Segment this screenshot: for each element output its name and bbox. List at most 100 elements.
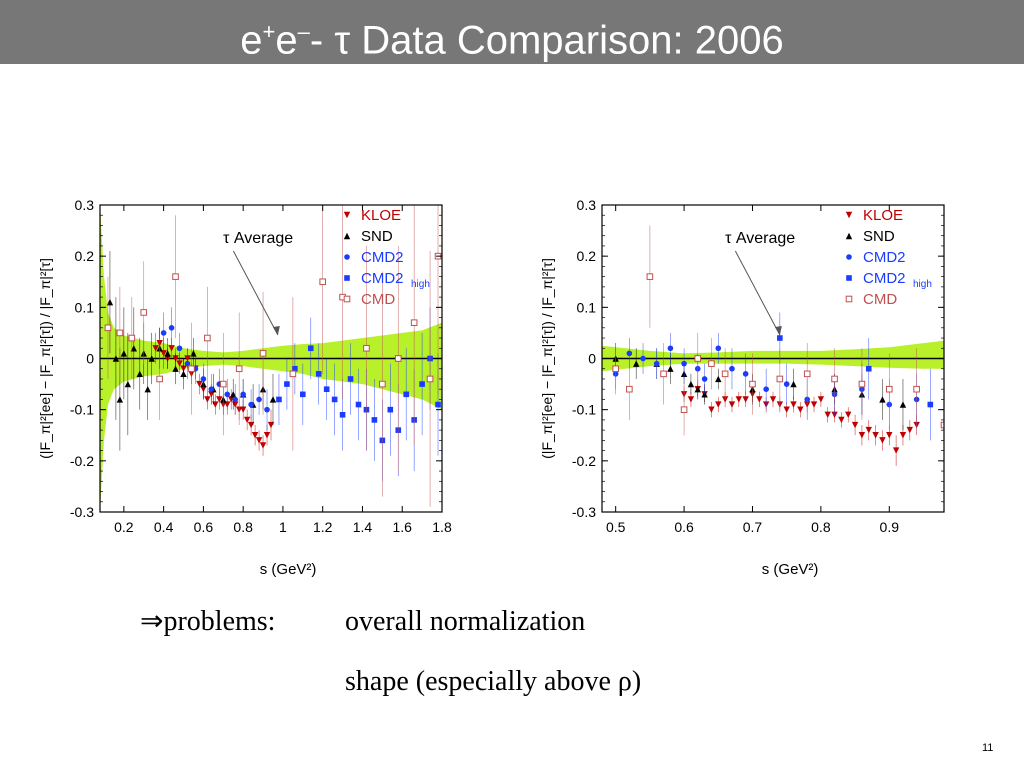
data-point xyxy=(660,370,667,378)
data-point xyxy=(289,370,297,378)
data-point xyxy=(680,406,688,413)
data-point xyxy=(371,417,378,423)
legend-subscript: high xyxy=(411,279,430,290)
data-point xyxy=(858,432,866,439)
title-bar xyxy=(0,0,1024,64)
data-point xyxy=(347,376,354,382)
y-tick-label: -0.3 xyxy=(572,504,596,520)
legend-marker xyxy=(845,295,853,303)
data-point xyxy=(168,325,175,331)
data-point xyxy=(817,396,825,403)
data-point xyxy=(845,411,852,418)
x-axis-label: s (GeV²) xyxy=(260,561,317,578)
data-point xyxy=(120,350,128,357)
data-point xyxy=(872,432,879,439)
data-point xyxy=(315,371,322,377)
data-point xyxy=(331,396,338,403)
data-point xyxy=(927,401,934,408)
data-point xyxy=(612,365,619,373)
legend-marker xyxy=(343,211,351,219)
legend-label: CMD2 xyxy=(863,249,906,266)
data-point xyxy=(899,401,907,408)
data-point xyxy=(763,386,769,392)
problems-item-normalization: overall normalization xyxy=(345,606,586,637)
data-point xyxy=(715,401,722,408)
annotation-arrow xyxy=(232,250,279,336)
data-point xyxy=(626,350,633,357)
series-kloe xyxy=(680,381,920,466)
data-point xyxy=(694,355,702,362)
data-point xyxy=(188,365,195,373)
data-point xyxy=(190,350,197,357)
data-point xyxy=(653,360,660,367)
series-cmd2 xyxy=(612,332,920,431)
data-point xyxy=(715,345,722,352)
legend-label: SND xyxy=(361,228,393,245)
data-point xyxy=(838,416,845,424)
legend-marker xyxy=(343,295,351,303)
data-point xyxy=(394,355,402,362)
data-point xyxy=(769,396,777,403)
data-point xyxy=(140,309,148,316)
data-point xyxy=(646,273,654,280)
legend-subscript: high xyxy=(913,279,932,290)
legend-label: KLOE xyxy=(361,207,401,224)
data-point xyxy=(879,396,886,403)
data-point xyxy=(410,319,418,326)
y-axis-label: (|F_π|²[ee] − |F_π|²[τ]) / |F_π|²[τ] xyxy=(539,258,555,459)
data-point xyxy=(419,381,425,387)
plot-area xyxy=(602,225,944,472)
x-tick-label: 0.8 xyxy=(233,519,253,535)
x-tick-label: 0.2 xyxy=(114,519,134,535)
data-point xyxy=(906,426,913,434)
data-point xyxy=(184,360,191,367)
data-point xyxy=(721,396,729,403)
x-tick-label: 0.8 xyxy=(811,519,831,535)
tau-average-annotation: τ Average xyxy=(223,230,293,247)
annotation-arrowhead xyxy=(272,326,280,335)
data-point xyxy=(790,380,797,388)
data-point xyxy=(892,447,900,454)
data-point xyxy=(148,355,155,362)
data-point xyxy=(259,350,267,357)
data-point xyxy=(116,396,124,403)
data-point xyxy=(387,406,394,413)
x-tick-label: 0.9 xyxy=(880,519,900,535)
y-tick-label: -0.3 xyxy=(70,504,94,520)
data-point xyxy=(300,391,306,398)
data-point xyxy=(728,401,736,408)
data-point xyxy=(172,273,179,280)
slide-title: e+e–- τ Data Comparison: 2006 xyxy=(240,18,784,63)
data-point xyxy=(899,432,907,439)
data-point xyxy=(790,401,797,408)
legend-label: CMD xyxy=(361,291,395,308)
data-point xyxy=(742,396,749,403)
data-point xyxy=(701,376,708,382)
data-point xyxy=(200,376,207,382)
data-point xyxy=(106,299,114,306)
data-point xyxy=(204,396,211,403)
data-point xyxy=(247,421,255,429)
data-point xyxy=(803,370,811,378)
problems-line: ⇒problems: overall normalization xyxy=(140,604,585,638)
series-cmd xyxy=(612,225,944,472)
data-point xyxy=(235,365,243,373)
legend-marker xyxy=(344,254,350,260)
chart-right: 0.3 0.2 0.1 0 -0.1 -0.2 -0.3 0.5 0.6 0.7 0.8 0.9 s (… xyxy=(522,190,962,590)
data-point xyxy=(160,330,167,336)
tau-average-annotation: τ Average xyxy=(725,230,795,247)
data-point xyxy=(363,344,370,352)
data-point xyxy=(633,360,640,367)
data-point xyxy=(259,442,267,449)
page-number: 11 xyxy=(982,742,994,754)
data-point xyxy=(208,386,215,392)
x-axis-label: s (GeV²) xyxy=(762,561,819,578)
data-point xyxy=(742,371,749,377)
data-point xyxy=(940,421,944,429)
data-point xyxy=(230,391,237,398)
data-point xyxy=(865,426,872,434)
x-tick-label: 0.5 xyxy=(606,519,626,535)
data-point xyxy=(355,401,362,408)
data-point xyxy=(240,391,246,398)
legend-label: KLOE xyxy=(863,207,903,224)
